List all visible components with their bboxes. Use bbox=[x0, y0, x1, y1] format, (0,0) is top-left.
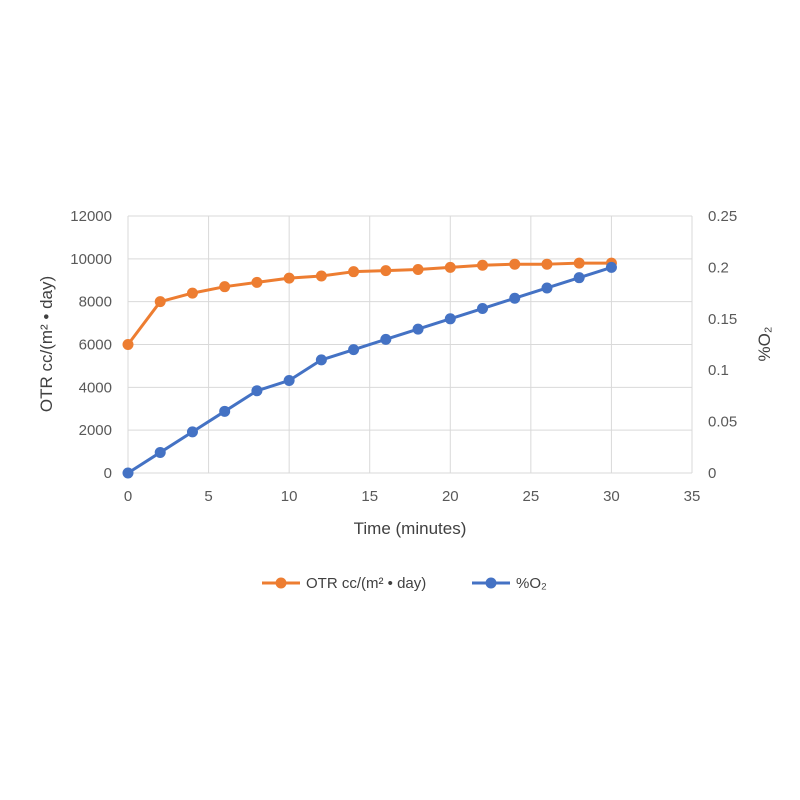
data-point-otr bbox=[154, 296, 166, 308]
x-tick-label: 30 bbox=[603, 488, 620, 505]
data-point-o2 bbox=[573, 272, 585, 284]
data-point-otr bbox=[444, 261, 456, 273]
legend: OTR cc/(m² • day) %O₂ bbox=[262, 575, 547, 592]
series-line-otr bbox=[126, 261, 612, 346]
data-point-o2 bbox=[605, 261, 617, 273]
data-point-otr bbox=[186, 287, 198, 299]
data-point-o2 bbox=[251, 385, 263, 397]
legend-label-otr: OTR cc/(m² • day) bbox=[306, 575, 426, 592]
right-y-tick-label: 0.15 bbox=[708, 311, 737, 328]
legend-label-o2: %O₂ bbox=[516, 575, 547, 592]
data-point-o2 bbox=[412, 323, 424, 335]
series-line-o2 bbox=[127, 265, 612, 475]
data-point-o2 bbox=[444, 313, 456, 325]
data-point-o2 bbox=[122, 467, 134, 479]
right-y-tick-labels: 0 0.05 0.1 0.15 0.2 0.25 bbox=[708, 208, 737, 482]
data-point-o2 bbox=[380, 333, 392, 345]
data-point-otr bbox=[219, 281, 231, 293]
data-point-otr bbox=[315, 270, 327, 282]
series-group bbox=[122, 257, 617, 479]
data-point-o2 bbox=[154, 446, 166, 458]
left-y-axis-title: OTR cc/(m² • day) bbox=[37, 276, 56, 412]
x-tick-label: 15 bbox=[361, 488, 378, 505]
x-tick-label: 35 bbox=[684, 488, 701, 505]
x-tick-label: 0 bbox=[124, 488, 132, 505]
data-point-otr bbox=[573, 257, 585, 269]
left-y-tick-labels: 0 2000 4000 6000 8000 10000 12000 bbox=[70, 208, 112, 482]
right-y-tick-label: 0.05 bbox=[708, 414, 737, 431]
left-y-tick-label: 0 bbox=[104, 465, 112, 482]
x-tick-labels: 0 5 10 15 20 25 30 35 bbox=[124, 488, 701, 505]
data-point-o2 bbox=[348, 344, 360, 356]
data-point-o2 bbox=[283, 374, 295, 386]
left-y-tick-label: 6000 bbox=[79, 337, 112, 354]
data-point-o2 bbox=[186, 426, 198, 438]
legend-marker-otr bbox=[275, 577, 287, 589]
data-point-o2 bbox=[477, 303, 489, 315]
data-point-otr bbox=[380, 265, 392, 277]
data-point-o2 bbox=[219, 405, 231, 417]
data-point-otr bbox=[348, 266, 360, 278]
data-point-otr bbox=[412, 264, 424, 276]
data-point-otr bbox=[509, 258, 521, 270]
right-y-tick-label: 0.2 bbox=[708, 259, 729, 276]
gridlines bbox=[127, 215, 693, 474]
x-tick-label: 20 bbox=[442, 488, 459, 505]
data-point-otr bbox=[541, 258, 553, 270]
left-y-tick-label: 8000 bbox=[79, 294, 112, 311]
left-y-tick-label: 10000 bbox=[70, 251, 112, 268]
right-y-tick-label: 0.1 bbox=[708, 362, 729, 379]
data-point-otr bbox=[122, 339, 134, 350]
x-tick-label: 5 bbox=[204, 488, 212, 505]
data-point-o2 bbox=[541, 282, 553, 294]
x-tick-label: 10 bbox=[281, 488, 298, 505]
x-tick-label: 25 bbox=[523, 488, 540, 505]
right-y-tick-label: 0 bbox=[708, 465, 716, 482]
right-y-tick-label: 0.25 bbox=[708, 208, 737, 225]
right-y-axis-title: %O₂ bbox=[755, 327, 774, 362]
data-point-otr bbox=[251, 276, 263, 288]
legend-item-o2: %O₂ bbox=[472, 575, 547, 592]
x-axis-title: Time (minutes) bbox=[354, 519, 467, 538]
legend-item-otr: OTR cc/(m² • day) bbox=[262, 575, 426, 592]
data-point-otr bbox=[283, 272, 295, 284]
legend-marker-o2 bbox=[485, 577, 497, 589]
left-y-tick-label: 2000 bbox=[79, 422, 112, 439]
data-point-otr bbox=[477, 259, 489, 271]
data-point-o2 bbox=[315, 354, 327, 366]
data-point-o2 bbox=[509, 292, 521, 304]
left-y-tick-label: 12000 bbox=[70, 208, 112, 225]
left-y-tick-label: 4000 bbox=[79, 379, 112, 396]
